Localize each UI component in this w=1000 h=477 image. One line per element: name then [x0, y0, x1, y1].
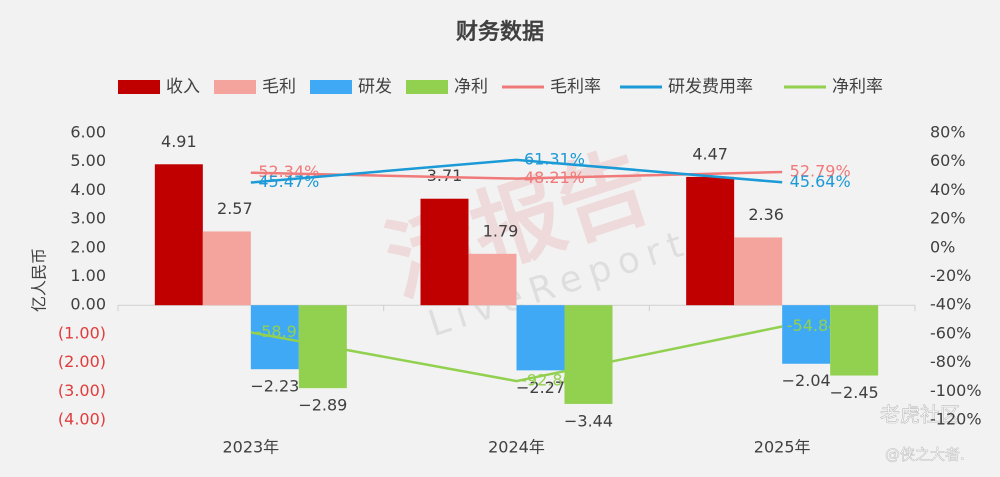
- legend-label: 净利: [454, 77, 488, 97]
- data-label: 3.71: [427, 166, 463, 185]
- bar: [516, 305, 565, 371]
- y2-tick-label: -20%: [930, 266, 971, 285]
- data-label: 4.47: [692, 144, 728, 163]
- data-label: 45.47%: [258, 172, 319, 191]
- y-tick-label: (4.00): [58, 410, 106, 429]
- x-tick-label: 2024年: [488, 438, 545, 457]
- watermark: @侠之大者.: [885, 446, 965, 464]
- bar: [564, 305, 613, 404]
- y2-tick-label: 20%: [930, 209, 966, 228]
- y2-tick-label: 60%: [930, 151, 966, 170]
- data-label: -58.95%: [255, 322, 322, 341]
- legend-label: 毛利: [262, 77, 296, 97]
- legend-label: 收入: [166, 77, 200, 97]
- y-tick-label: 3.00: [70, 209, 106, 228]
- bar: [468, 253, 517, 306]
- data-label: 2.36: [748, 205, 784, 224]
- data-label: −2.89: [298, 396, 347, 415]
- data-label: 52.34%: [258, 162, 319, 181]
- y-tick-label: 6.00: [70, 123, 106, 142]
- legend-label: 毛利率: [550, 77, 601, 97]
- data-label: −2.23: [250, 377, 299, 396]
- data-label: -54.84%: [787, 316, 854, 335]
- bar: [686, 176, 735, 306]
- data-label: 1.79: [483, 221, 519, 240]
- y-tick-label: (2.00): [58, 352, 106, 371]
- legend-swatch: [310, 80, 352, 94]
- data-label: -92.86%: [521, 371, 588, 390]
- chart-title: 财务数据: [456, 19, 544, 45]
- bar: [202, 231, 251, 306]
- y2-tick-label: -80%: [930, 352, 971, 371]
- y2-tick-label: -120%: [930, 410, 982, 429]
- y-tick-label: 4.00: [70, 180, 106, 199]
- y2-tick-label: 0%: [930, 237, 955, 256]
- legend-swatch: [214, 80, 256, 94]
- y2-tick-label: 40%: [930, 180, 966, 199]
- legend-label: 研发: [358, 77, 392, 97]
- data-label: 2.57: [217, 199, 253, 218]
- bar: [782, 305, 831, 364]
- data-label: −2.04: [782, 371, 831, 390]
- bar: [734, 237, 783, 306]
- bar: [154, 164, 203, 306]
- y-axis-title: 亿人民币: [30, 248, 49, 312]
- legend-label: 研发费用率: [668, 77, 753, 97]
- line: [250, 325, 783, 383]
- x-tick-label: 2023年: [222, 438, 279, 457]
- y-tick-label: 1.00: [70, 266, 106, 285]
- x-tick-label: 2025年: [754, 438, 811, 457]
- y2-tick-label: -60%: [930, 323, 971, 342]
- y-tick-label: 0.00: [70, 295, 106, 314]
- y-tick-label: (1.00): [58, 323, 106, 342]
- legend-label: 净利率: [832, 77, 883, 97]
- y-tick-label: 2.00: [70, 237, 106, 256]
- data-label: 52.79%: [790, 162, 851, 181]
- line: [250, 158, 783, 184]
- watermark: 老虎社区: [880, 403, 960, 427]
- data-label: 61.31%: [524, 149, 585, 168]
- data-label: −3.44: [564, 411, 613, 430]
- y2-tick-label: -100%: [930, 381, 982, 400]
- data-label: −2.27: [516, 378, 565, 397]
- data-label: 48.21%: [524, 168, 585, 187]
- y2-tick-label: -40%: [930, 295, 971, 314]
- legend-swatch: [118, 80, 160, 94]
- legend-swatch: [406, 80, 448, 94]
- bar: [830, 305, 879, 376]
- data-label: −2.45: [830, 383, 879, 402]
- bar: [420, 198, 469, 306]
- y-tick-label: (3.00): [58, 381, 106, 400]
- data-label: 4.91: [161, 132, 197, 151]
- y-tick-label: 5.00: [70, 151, 106, 170]
- y2-tick-label: 80%: [930, 123, 966, 142]
- data-label: 45.64%: [790, 172, 851, 191]
